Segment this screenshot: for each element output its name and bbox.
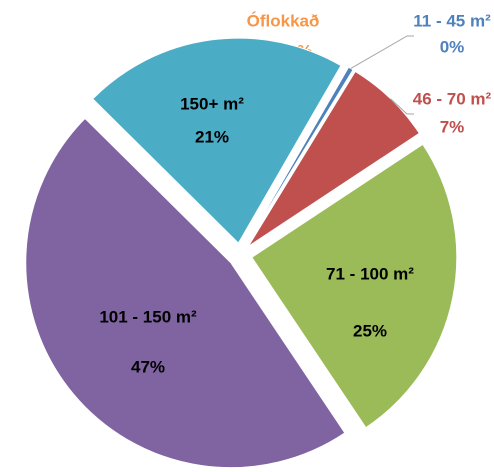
slice-value-label: 25% <box>353 321 387 340</box>
slice-label: 11 - 45 m² <box>413 11 491 30</box>
slice-label: 150+ m² <box>180 94 244 113</box>
pie-slice <box>25 117 346 469</box>
slice-label: Óflokkað <box>247 11 320 30</box>
pie-slice <box>91 37 342 244</box>
pie-slice <box>251 143 458 429</box>
slice-value-label: 7% <box>440 117 465 136</box>
leader-line <box>390 98 414 115</box>
slice-label: 71 - 100 m² <box>326 264 414 283</box>
slice-value-label: 0% <box>440 37 465 56</box>
slice-label: 46 - 70 m² <box>413 89 492 108</box>
leader-line <box>350 35 414 69</box>
slice-value-label: 21% <box>195 127 229 146</box>
slice-value-label: 47% <box>131 357 165 376</box>
slice-label: 101 - 150 m² <box>99 307 197 326</box>
